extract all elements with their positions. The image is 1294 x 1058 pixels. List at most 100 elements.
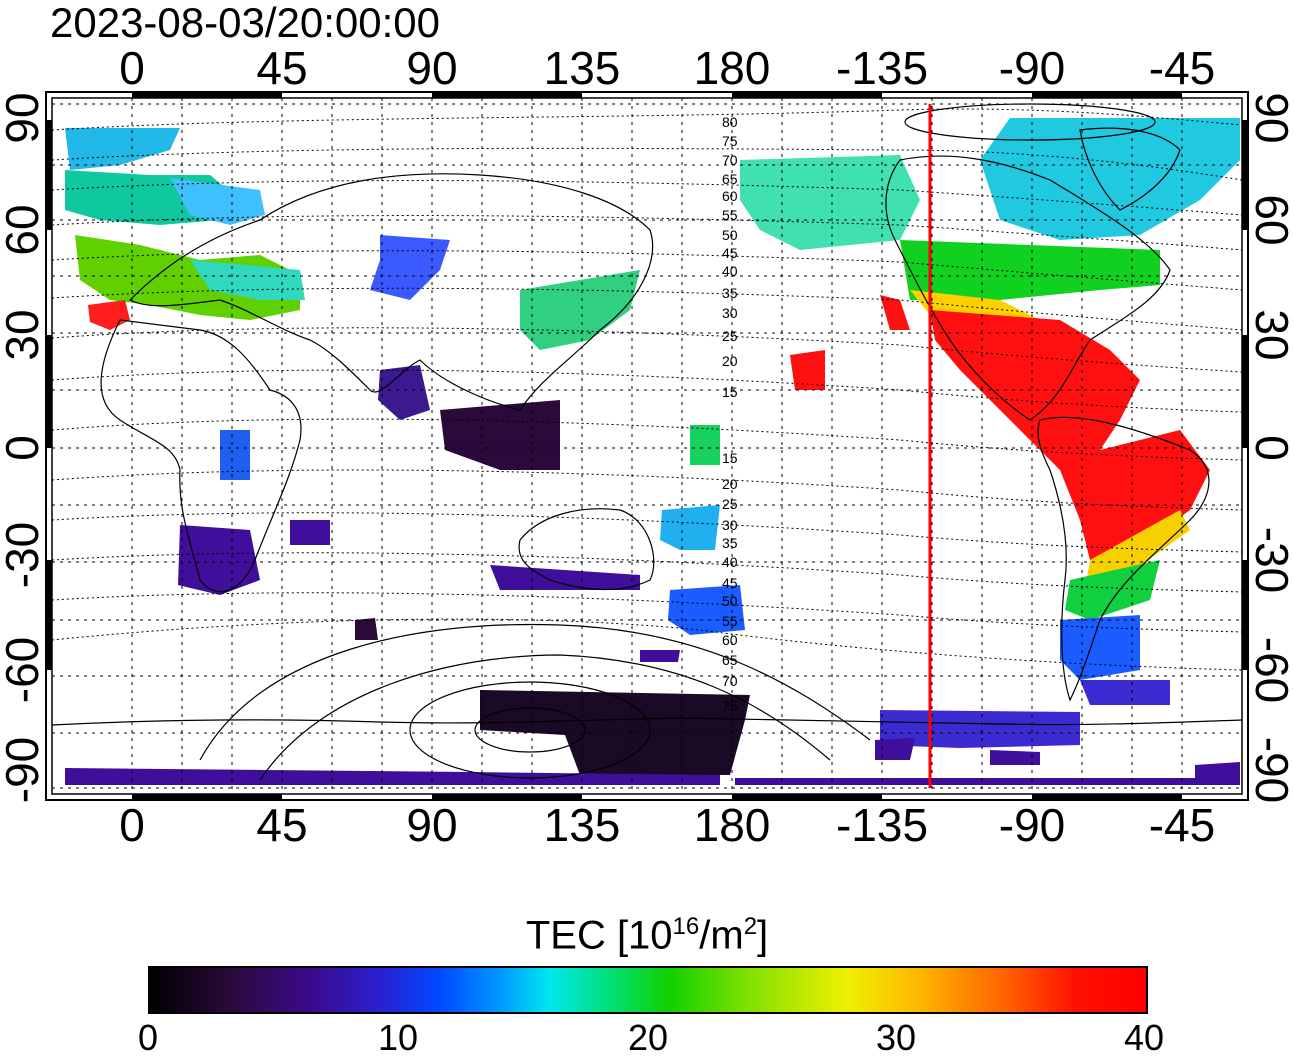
bottom-lon-label: 45 bbox=[256, 799, 308, 851]
bottom-lon-label: 180 bbox=[693, 799, 771, 851]
tec-patch bbox=[930, 310, 1210, 560]
map-frame-inner bbox=[51, 97, 1243, 795]
colorbar-tick: 30 bbox=[875, 1017, 917, 1058]
tec-patch bbox=[440, 400, 560, 470]
tec-patch bbox=[1080, 680, 1170, 705]
tec-patch bbox=[220, 430, 250, 480]
contour-label: 70 bbox=[722, 673, 738, 689]
tec-patch bbox=[900, 240, 1160, 300]
tec-patch bbox=[980, 118, 1240, 240]
contour-label: 75 bbox=[722, 698, 738, 714]
contour-label: 15 bbox=[722, 384, 738, 400]
tec-patch bbox=[668, 585, 745, 635]
tec-patch bbox=[88, 300, 130, 330]
tec-patch bbox=[370, 235, 450, 300]
contour-label: 50 bbox=[722, 593, 738, 609]
colorbar-tick: 40 bbox=[1123, 1017, 1165, 1058]
top-lon-label: -45 bbox=[1148, 42, 1216, 94]
contour-label: 60 bbox=[722, 188, 738, 204]
bottom-lon-label: -135 bbox=[835, 799, 929, 851]
contour-label: 75 bbox=[722, 133, 738, 149]
contour-label: 20 bbox=[722, 476, 738, 492]
contour-label: 35 bbox=[722, 535, 738, 551]
tec-patch bbox=[990, 750, 1040, 765]
top-lon-label: 45 bbox=[256, 42, 308, 94]
magnetic-pole-contours bbox=[199, 103, 1156, 781]
tec-patch bbox=[1060, 615, 1140, 680]
south-america-outline bbox=[1037, 416, 1210, 702]
contour-label: 55 bbox=[722, 613, 738, 629]
tec-patch bbox=[65, 768, 720, 785]
tec-patch bbox=[490, 565, 640, 590]
contour-label: 20 bbox=[722, 353, 738, 369]
colorbar bbox=[148, 966, 1148, 1014]
tec-patch bbox=[378, 365, 430, 420]
colorbar-title-unit-exp: 2 bbox=[743, 913, 758, 940]
contour-label: 55 bbox=[722, 207, 738, 223]
contour-label: 25 bbox=[722, 328, 738, 344]
tec-patch bbox=[178, 525, 260, 595]
north-america-outline bbox=[885, 155, 1171, 421]
contour-label: 70 bbox=[722, 152, 738, 168]
colorbar-tick: 0 bbox=[137, 1017, 159, 1058]
tec-patch bbox=[1085, 510, 1190, 590]
contour-label: 45 bbox=[722, 575, 738, 591]
eurasia-outline bbox=[128, 173, 654, 411]
contour-label: 50 bbox=[722, 227, 738, 243]
antarctica-outline bbox=[51, 717, 1243, 726]
top-lon-label: 90 bbox=[406, 42, 458, 94]
bottom-lon-label: 90 bbox=[406, 799, 458, 851]
africa-outline bbox=[100, 319, 302, 593]
tec-patch bbox=[170, 178, 265, 225]
top-lon-label: 180 bbox=[693, 42, 771, 94]
tec-patch bbox=[660, 505, 720, 550]
tec-patch bbox=[1195, 762, 1240, 780]
australia-outline bbox=[518, 508, 655, 591]
map-frame-outer bbox=[45, 91, 1249, 801]
colorbar-title-exp: 16 bbox=[672, 913, 700, 940]
contour-label: 65 bbox=[722, 652, 738, 668]
tec-patch bbox=[355, 618, 378, 640]
tec-patch bbox=[735, 778, 1240, 785]
contour-label: 15 bbox=[722, 450, 738, 466]
magnetic-contours bbox=[51, 108, 1243, 671]
contour-label: 60 bbox=[722, 632, 738, 648]
tec-patch bbox=[520, 270, 640, 350]
colorbar-title-unit: /m bbox=[699, 913, 744, 958]
tec-patch bbox=[875, 738, 915, 760]
contour-label: 35 bbox=[722, 285, 738, 301]
top-lon-label: 0 bbox=[119, 42, 145, 94]
tec-patch bbox=[640, 650, 680, 662]
colorbar-title: TEC [1016/m2] bbox=[0, 905, 1294, 957]
colorbar-tick: 10 bbox=[377, 1017, 419, 1058]
greenland-outline bbox=[1079, 127, 1181, 211]
contour-label: 65 bbox=[722, 171, 738, 187]
top-lon-label: 135 bbox=[543, 42, 621, 94]
colorbar-title-main: TEC [10 bbox=[525, 913, 673, 958]
frame-band-marks bbox=[46, 92, 1248, 800]
tec-patch bbox=[740, 155, 920, 250]
tec-data-layer bbox=[65, 118, 1240, 785]
tec-patch bbox=[290, 520, 330, 545]
tec-map: 8075706560555045403530252015152025303540… bbox=[45, 91, 1249, 801]
tec-patch bbox=[790, 350, 825, 390]
tec-patch bbox=[65, 128, 180, 170]
contour-label: 45 bbox=[722, 245, 738, 261]
tec-patch bbox=[1065, 560, 1160, 620]
bottom-lon-label: 135 bbox=[543, 799, 621, 851]
tec-patch bbox=[190, 260, 305, 300]
tec-patch bbox=[690, 425, 720, 465]
contour-label: 40 bbox=[722, 263, 738, 279]
coastlines bbox=[51, 127, 1243, 726]
timestamp: 2023-08-03/20:00:00 bbox=[50, 0, 440, 46]
bottom-lon-label: 0 bbox=[119, 799, 145, 851]
contour-labels: 8075706560555045403530252015152025303540… bbox=[722, 114, 738, 714]
contour-label: 40 bbox=[722, 554, 738, 570]
contour-label: 25 bbox=[722, 496, 738, 512]
contour-label: 80 bbox=[722, 114, 738, 130]
contour-label: 30 bbox=[722, 305, 738, 321]
tec-patch bbox=[880, 295, 910, 330]
bottom-lon-label: -45 bbox=[1148, 799, 1216, 851]
colorbar-title-close: ] bbox=[757, 913, 769, 958]
top-lon-label: -90 bbox=[998, 42, 1066, 94]
